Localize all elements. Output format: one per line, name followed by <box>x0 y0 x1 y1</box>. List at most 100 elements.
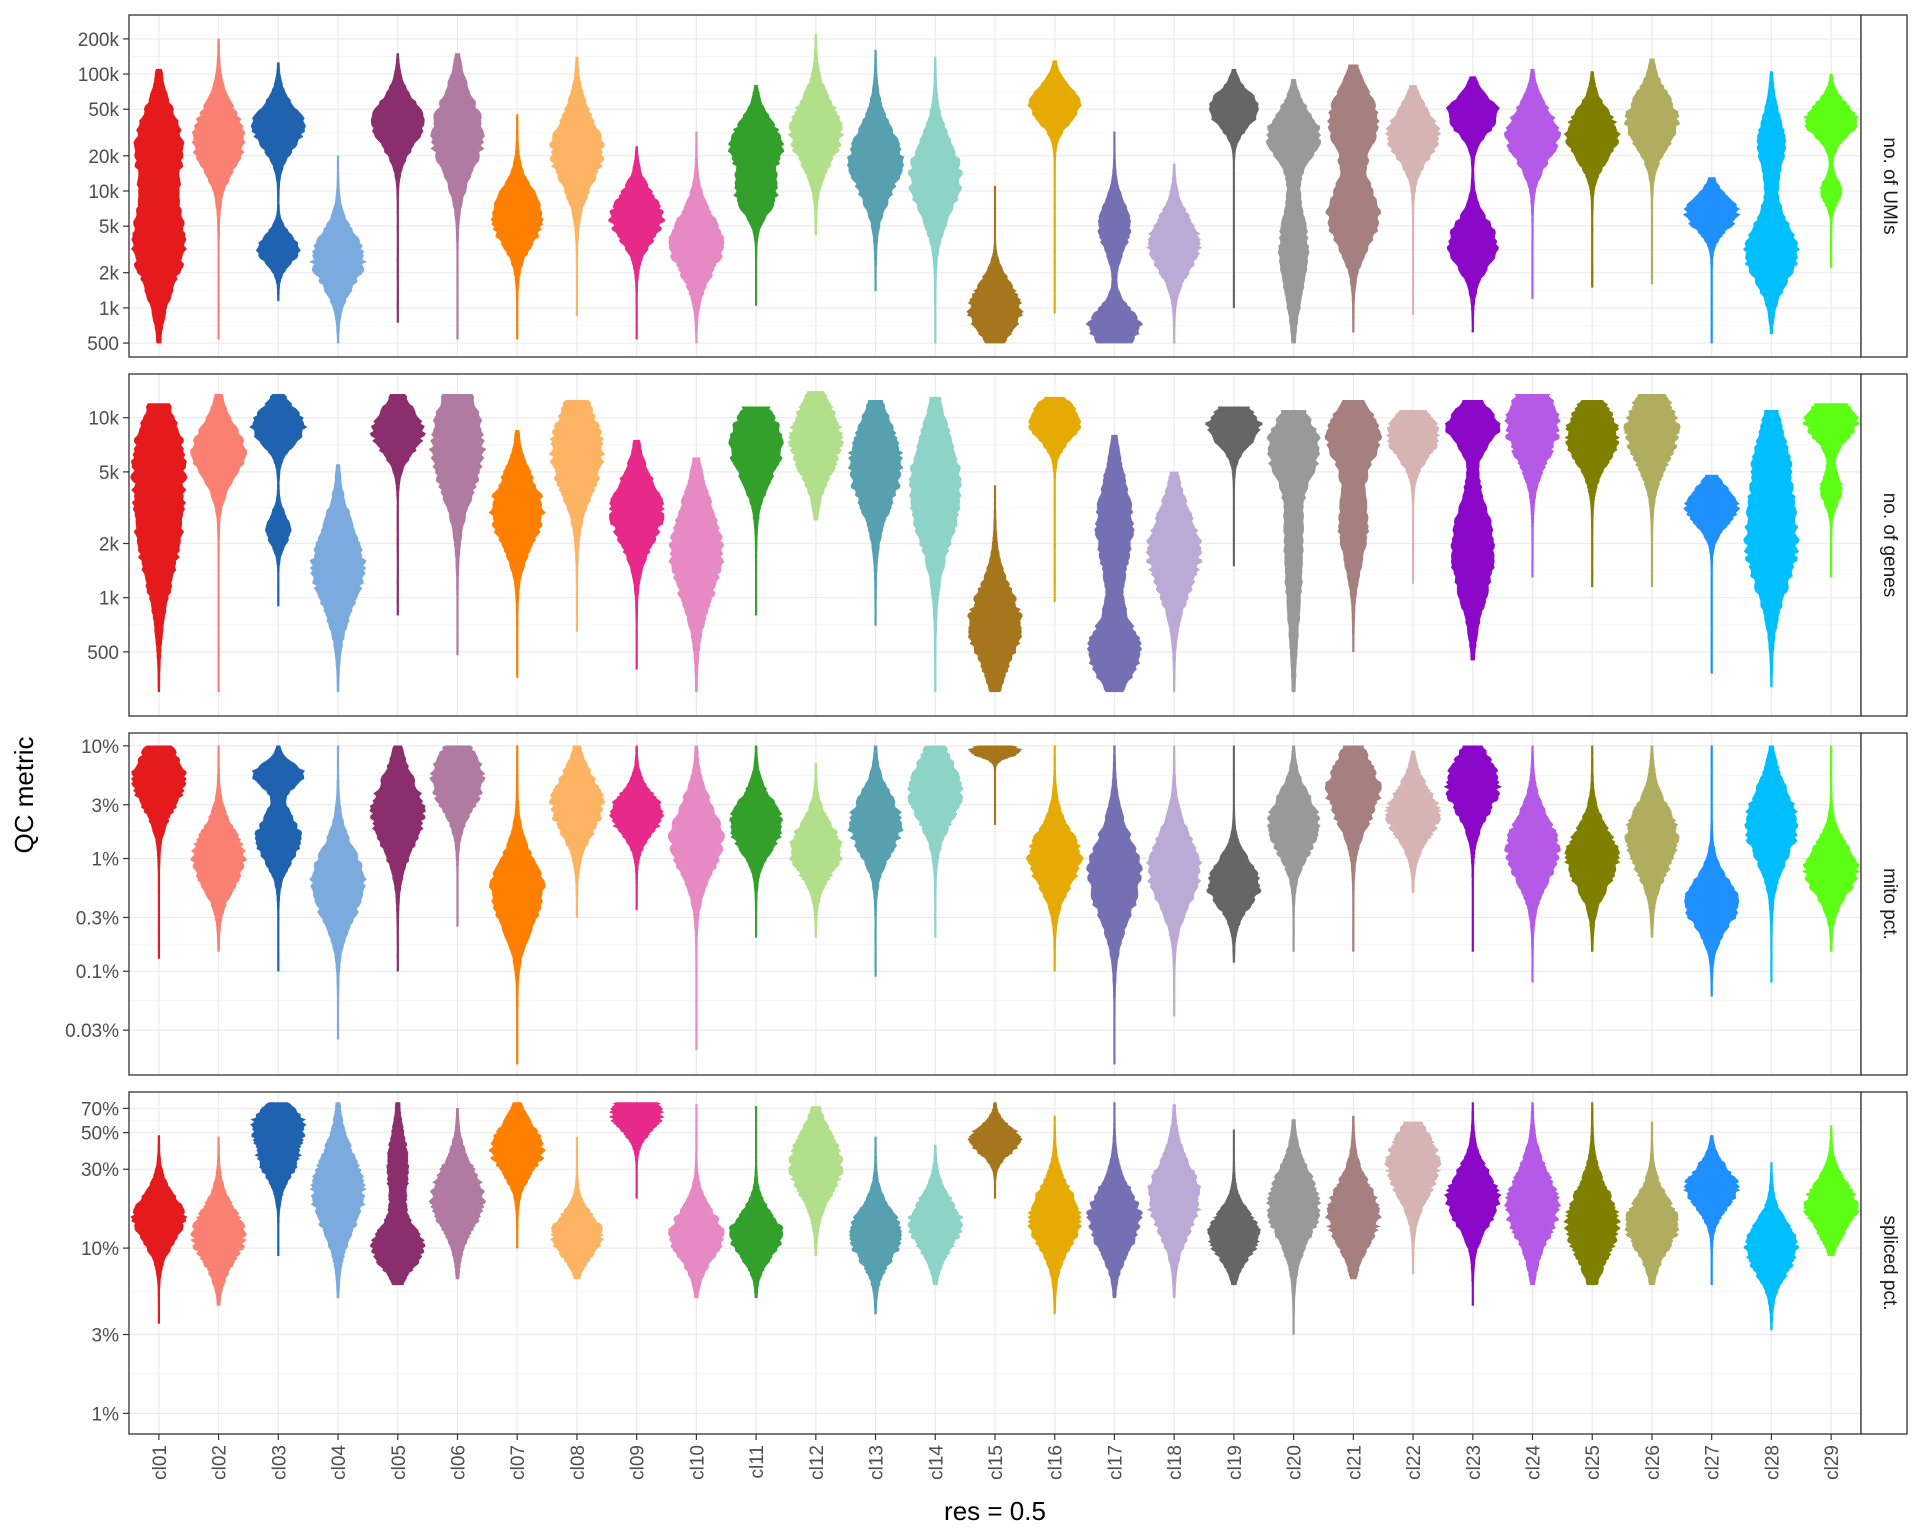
x-tick-label: cl07 <box>508 1445 529 1480</box>
violin-cl29 <box>1802 73 1860 269</box>
violin-cl13 <box>847 400 904 626</box>
x-tick-label: cl20 <box>1285 1445 1306 1480</box>
violin-cl17 <box>1086 1102 1143 1299</box>
violin-cl29 <box>1802 403 1860 578</box>
violin-cl24 <box>1504 745 1561 983</box>
violin-cl23 <box>1443 1102 1502 1306</box>
x-tick-label: cl10 <box>687 1445 708 1480</box>
violin-cl11 <box>728 406 784 616</box>
violin-cl04 <box>309 464 367 693</box>
violin-cl21 <box>1324 1115 1382 1280</box>
violin-cl14 <box>907 745 964 938</box>
violin-cl23 <box>1445 76 1500 333</box>
facet-strip-label: spliced pct. <box>1879 1215 1900 1310</box>
violin-cl23 <box>1443 745 1503 952</box>
violin-cl01 <box>131 68 187 344</box>
violin-cl26 <box>1623 58 1681 285</box>
y-tick-label: 3% <box>92 1326 120 1347</box>
violin-cl18 <box>1146 1104 1202 1299</box>
violin-cl27 <box>1684 745 1740 997</box>
violin-cl05 <box>370 1102 426 1286</box>
x-tick-label: cl15 <box>986 1445 1007 1480</box>
violin-cl17 <box>1086 434 1143 693</box>
violin-cl04 <box>309 1102 367 1299</box>
violin-cl22 <box>1384 85 1442 315</box>
y-tick-label: 2k <box>99 264 120 285</box>
violin-cl13 <box>849 1136 903 1315</box>
facet-panel: mito pct. 0.03% 0.1% 0.3% 1% 3% 10% <box>65 732 1908 1076</box>
violin-cl06 <box>429 745 486 927</box>
violin-cl06 <box>430 53 485 340</box>
violin-cl20 <box>1265 1119 1322 1335</box>
facet-strip-label: mito pct. <box>1879 868 1900 940</box>
violin-cl19 <box>1208 68 1259 309</box>
x-tick-label: cl12 <box>807 1445 828 1480</box>
violin-cl19 <box>1205 406 1263 567</box>
facet-panel: spliced pct. 1% 3% 10% 30% 50% 70% <box>81 1091 1908 1435</box>
violin-cl12 <box>788 1106 844 1256</box>
violin-cl25 <box>1563 71 1621 288</box>
violin-cl12 <box>787 33 845 236</box>
y-tick-label: 200k <box>78 30 120 51</box>
x-axis-ticks: cl01 cl02 cl03 cl04 cl05 cl06 cl07 cl08 cl09 cl10… <box>150 1434 1843 1480</box>
violin-cl07 <box>488 1102 546 1249</box>
facet-panel: no. of UMIs 500 1k 2k 5k 10k 20k 50k 100k 200k <box>78 14 1908 358</box>
violin-cl09 <box>608 146 665 340</box>
x-tick-label: cl08 <box>568 1445 589 1480</box>
x-axis-title: res = 0.5 <box>944 1496 1046 1526</box>
facet-strip <box>1860 373 1908 717</box>
violin-cl03 <box>251 745 305 972</box>
violin-cl11 <box>729 745 784 938</box>
violin-cl19 <box>1206 745 1262 963</box>
facet-panel: no. of genes 500 1k 2k 5k 10k <box>87 373 1908 717</box>
violin-cl10 <box>668 457 725 693</box>
x-tick-label: cl17 <box>1105 1445 1126 1480</box>
violin-cl08 <box>548 400 606 632</box>
violin-cl16 <box>1027 1115 1083 1315</box>
y-tick-label: 500 <box>87 643 119 664</box>
y-tick-label: 500 <box>87 334 119 355</box>
violin-cl01 <box>130 745 187 959</box>
violin-cl15 <box>967 1102 1023 1199</box>
facet-strip-label: no. of UMIs <box>1879 137 1900 234</box>
violin-cl06 <box>428 1108 487 1280</box>
violin-cl08 <box>549 56 605 317</box>
violin-cl13 <box>846 49 905 292</box>
violin-cl07 <box>490 114 544 340</box>
violin-cl03 <box>250 62 306 302</box>
x-tick-label: cl06 <box>448 1445 469 1480</box>
x-tick-label: cl02 <box>210 1445 231 1480</box>
violin-cl01 <box>130 403 188 693</box>
x-tick-label: cl27 <box>1703 1445 1724 1480</box>
violin-cl26 <box>1624 745 1680 938</box>
violin-cl17 <box>1086 745 1143 1065</box>
y-tick-label: 30% <box>81 1160 119 1181</box>
violin-cl06 <box>428 394 487 656</box>
violin-cl16 <box>1027 60 1082 314</box>
violin-cl10 <box>668 1104 725 1299</box>
violin-cl21 <box>1325 64 1382 333</box>
violin-cl22 <box>1384 1121 1442 1274</box>
violin-cl16 <box>1028 396 1082 602</box>
violin-cl26 <box>1623 394 1681 588</box>
violin-cl26 <box>1624 1121 1679 1286</box>
violin-cl02 <box>190 745 247 952</box>
violin-cl28 <box>1742 71 1800 335</box>
x-tick-label: cl09 <box>628 1445 649 1480</box>
violin-cl14 <box>908 396 962 693</box>
y-tick-label: 5k <box>99 217 120 238</box>
violin-cl15 <box>966 185 1024 344</box>
violin-cl10 <box>667 745 725 1051</box>
violin-cl27 <box>1682 1135 1741 1286</box>
violin-cl02 <box>190 394 247 693</box>
violin-cl28 <box>1743 410 1800 687</box>
y-tick-label: 50% <box>81 1124 119 1145</box>
violin-cl14 <box>907 56 963 344</box>
y-tick-label: 0.1% <box>76 962 119 983</box>
violin-cl18 <box>1146 745 1203 1017</box>
violin-cl09 <box>608 1102 665 1199</box>
y-tick-label: 1k <box>99 589 120 610</box>
facet-strip <box>1860 732 1908 1076</box>
x-tick-label: cl23 <box>1464 1445 1485 1480</box>
violin-cl21 <box>1325 745 1382 952</box>
